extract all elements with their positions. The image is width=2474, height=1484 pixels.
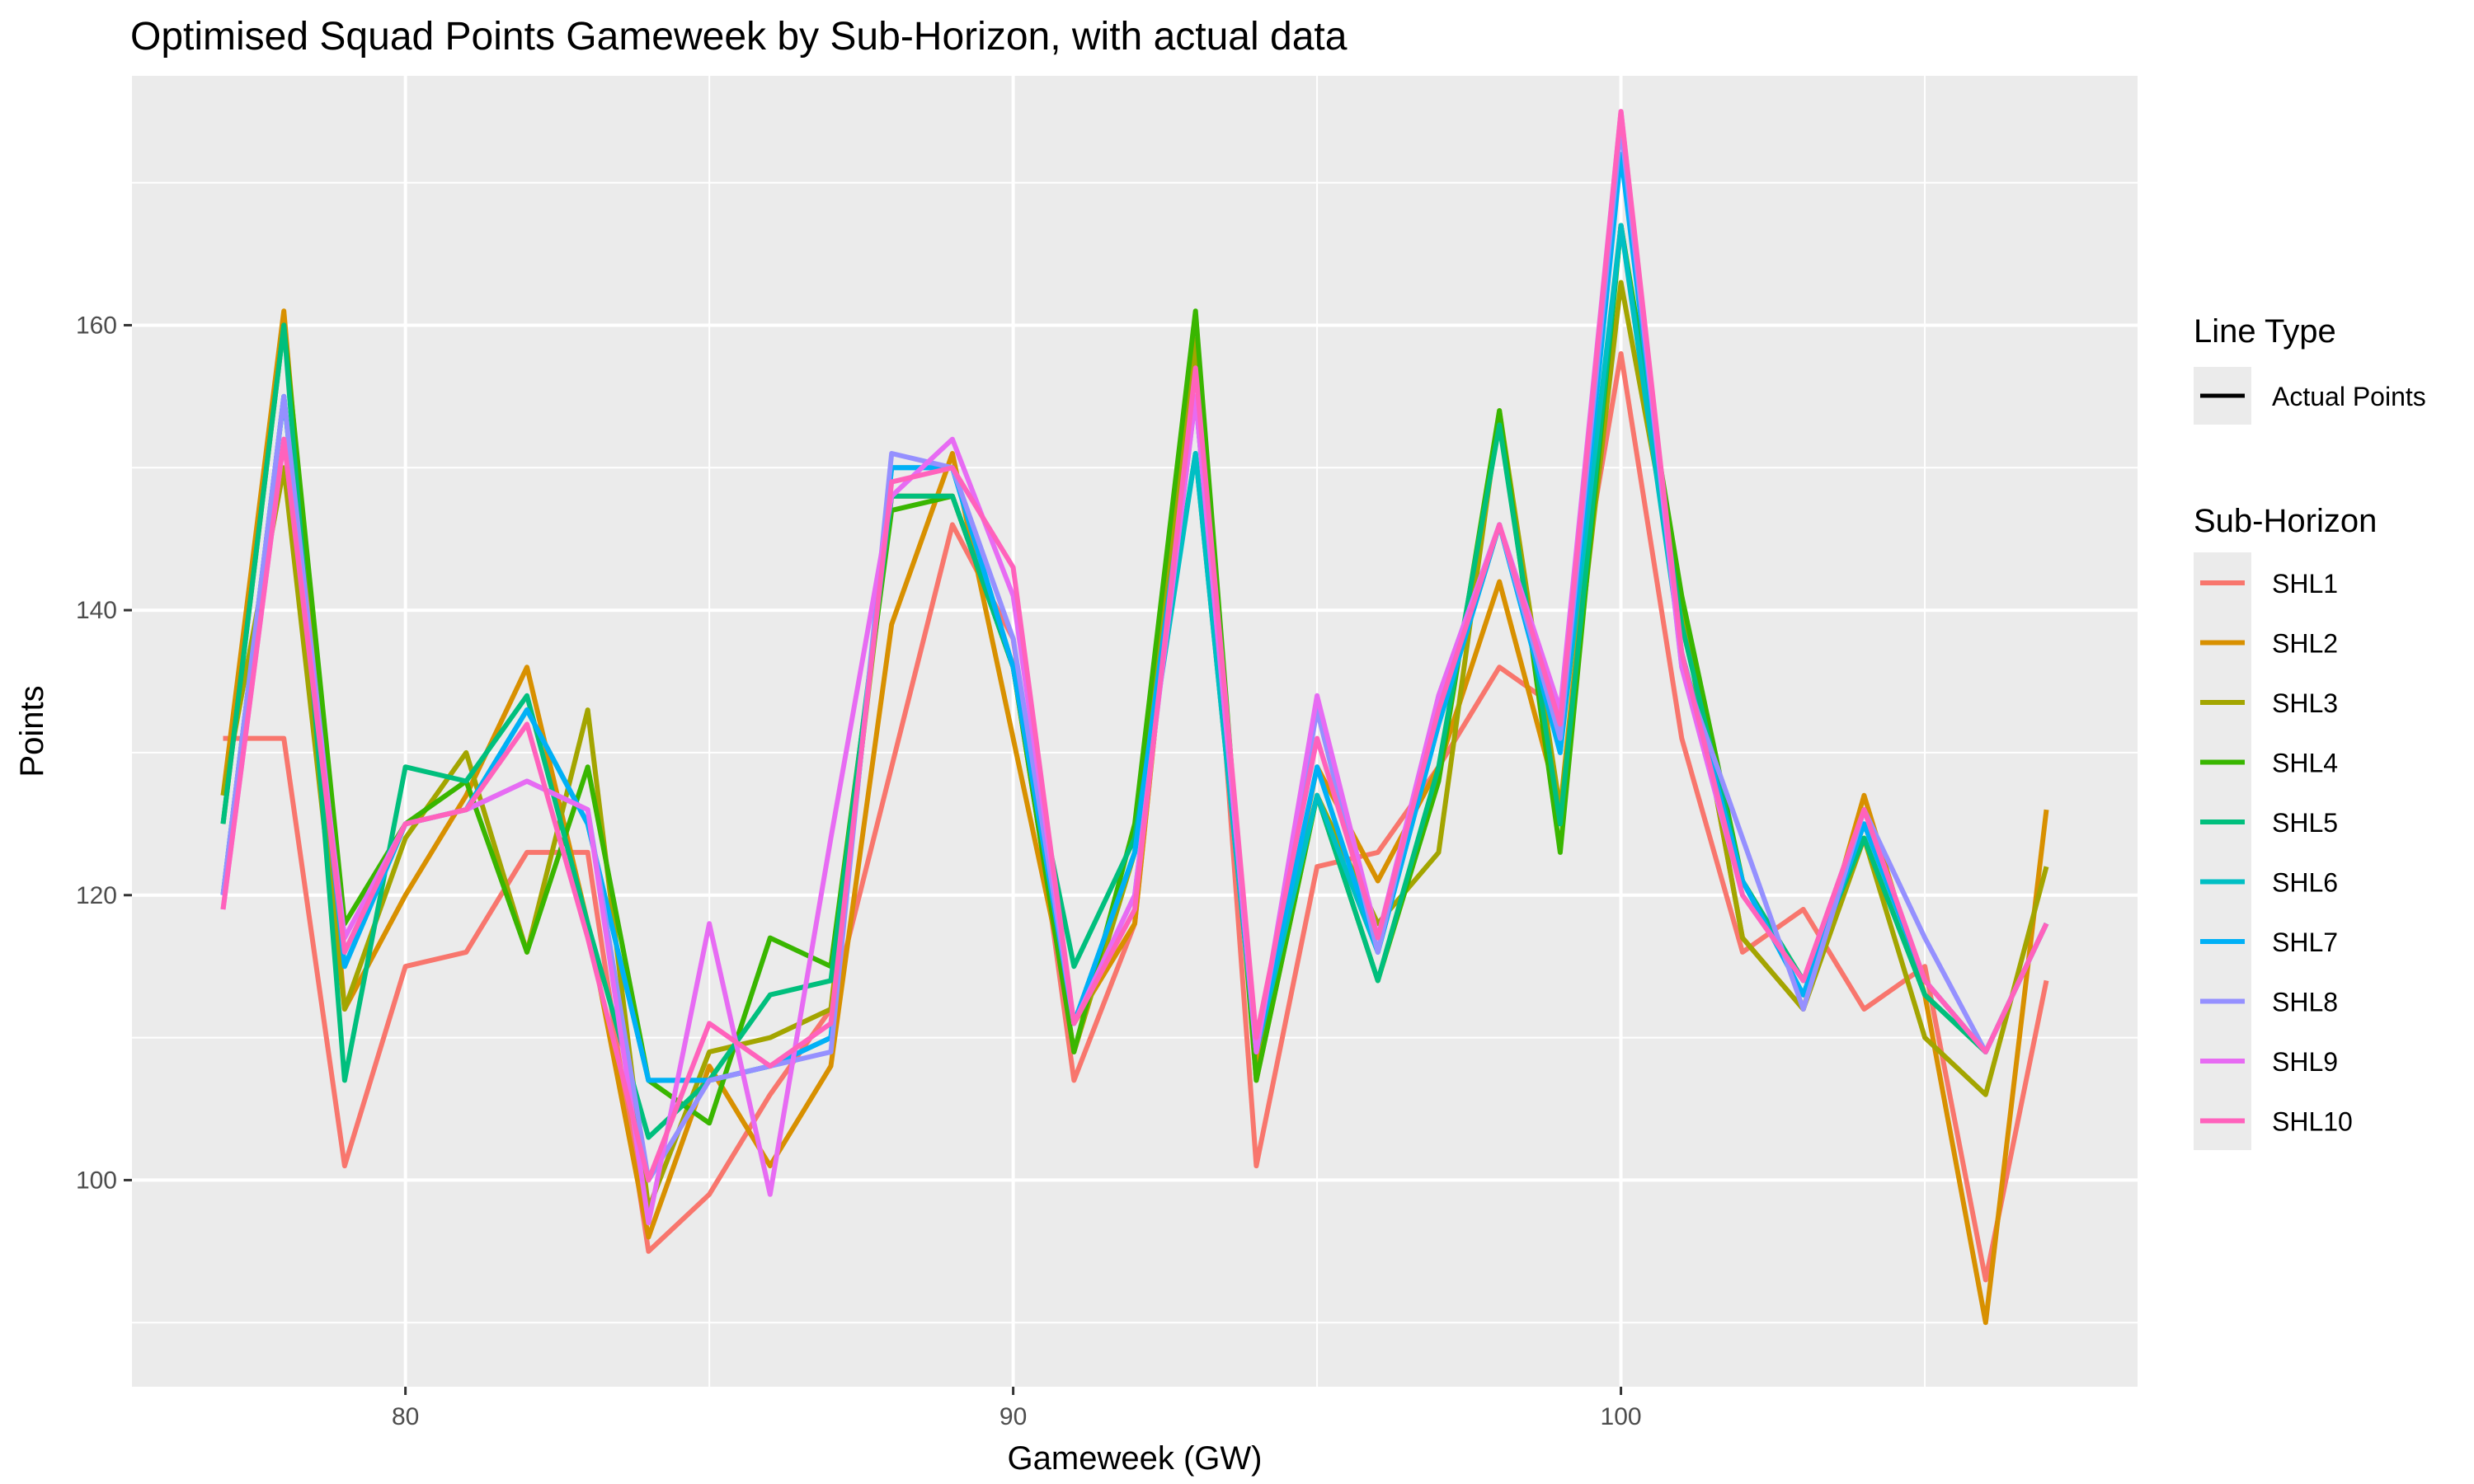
x-tick-label: 80	[392, 1403, 419, 1430]
x-tick-label: 100	[1601, 1403, 1642, 1430]
y-tick-label: 100	[76, 1167, 117, 1194]
y-tick-label: 120	[76, 882, 117, 909]
legend-label-shl8: SHL8	[2272, 988, 2338, 1017]
y-tick-label: 140	[76, 597, 117, 624]
series-line-shl10	[220, 109, 2049, 1183]
color-legend-title: Sub-Horizon	[2194, 503, 2377, 539]
series-lines	[220, 109, 2049, 1326]
legend-label-shl2: SHL2	[2272, 629, 2338, 659]
color-legend-items: SHL1 SHL2 SHL3 SHL4 SHL5 SHL6 SHL7 SHL8 SHL9 SHL1…	[2200, 569, 2353, 1137]
legend-label-shl1: SHL1	[2272, 569, 2338, 599]
legend-label-shl10: SHL10	[2272, 1107, 2353, 1137]
y-tick-label: 160	[76, 312, 117, 339]
linetype-legend-label: Actual Points	[2272, 382, 2426, 411]
linetype-legend-title: Line Type	[2194, 313, 2336, 350]
legend-label-shl4: SHL4	[2272, 749, 2338, 778]
legend-label-shl9: SHL9	[2272, 1047, 2338, 1077]
legend-label-shl3: SHL3	[2272, 688, 2338, 718]
y-axis-title: Points	[14, 685, 50, 777]
series-line-shl7	[220, 152, 2049, 1083]
legend-label-shl5: SHL5	[2272, 808, 2338, 838]
y-axis: 100 120 140 160	[76, 312, 132, 1194]
chart-title: Optimised Squad Points Gameweek by Sub-H…	[130, 15, 1348, 59]
x-tick-label: 90	[999, 1403, 1027, 1430]
legend-label-shl7: SHL7	[2272, 928, 2338, 957]
x-axis-title: Gameweek (GW)	[1008, 1440, 1263, 1477]
plot-panel	[132, 76, 2138, 1387]
color-legend-keys-bg	[2194, 552, 2251, 1150]
x-axis: 80 90 100	[392, 1387, 1642, 1430]
legend-label-shl6: SHL6	[2272, 868, 2338, 898]
legend: Line Type Actual Points Sub-Horizon SHL1…	[2194, 313, 2426, 1150]
